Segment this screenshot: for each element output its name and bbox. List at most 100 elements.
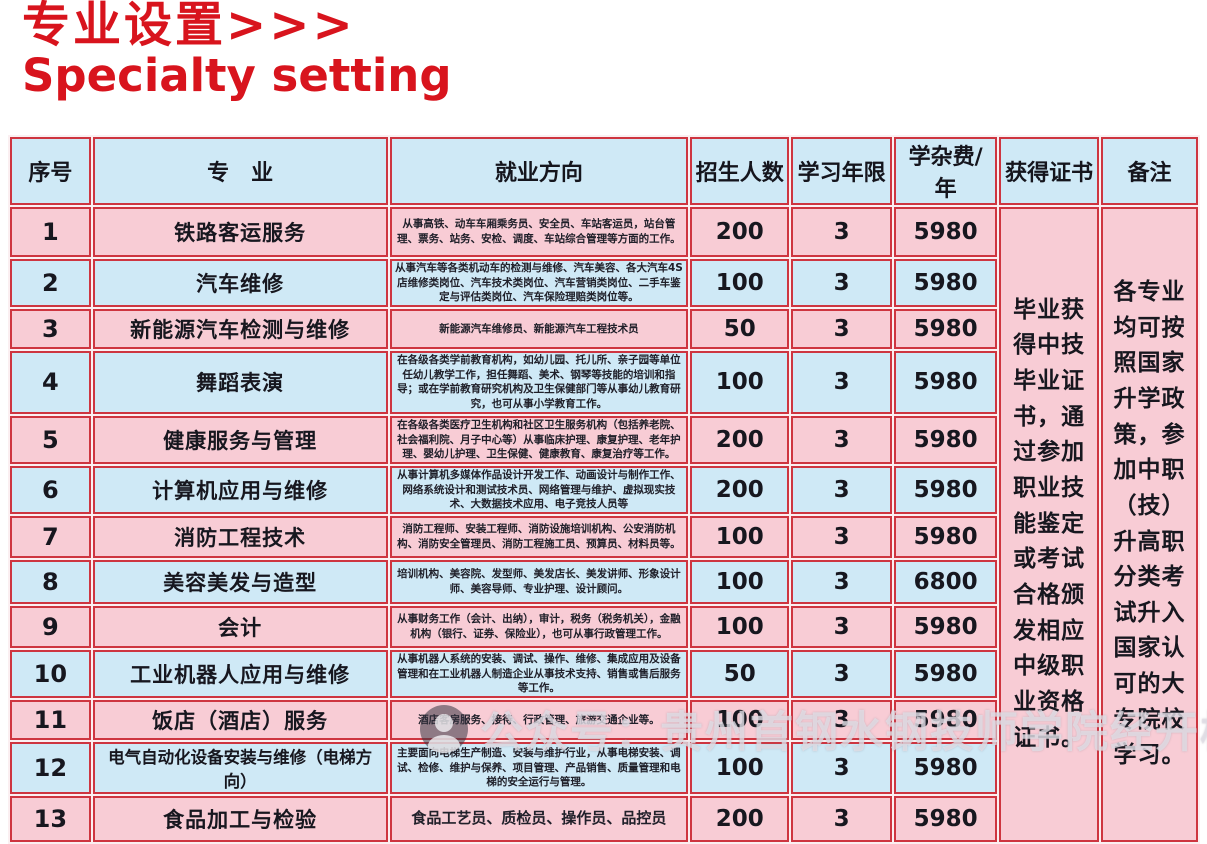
row-enrollment: 100 bbox=[690, 742, 790, 794]
row-enrollment: 200 bbox=[690, 796, 790, 842]
row-enrollment: 100 bbox=[690, 700, 790, 740]
row-jobs: 酒店客房服务、接待、行政管理、旅游交通企业等。 bbox=[389, 700, 689, 740]
row-seq: 13 bbox=[10, 796, 91, 842]
table-row: 6 计算机应用与维修 从事计算机多媒体作品设计开发工作、动画设计与制作工作、网络… bbox=[10, 465, 1198, 514]
row-seq: 9 bbox=[10, 605, 91, 648]
row-major: 美容美发与造型 bbox=[92, 559, 388, 604]
row-years: 3 bbox=[791, 515, 893, 558]
table-row: 4 舞蹈表演 在各级各类学前教育机构，如幼儿园、托儿所、亲子园等单位任幼儿教学工… bbox=[10, 351, 1198, 414]
header-major: 专 业 bbox=[92, 137, 388, 205]
row-enrollment: 100 bbox=[690, 559, 790, 604]
row-fee: 5980 bbox=[894, 700, 998, 740]
row-major: 会计 bbox=[92, 605, 388, 648]
row-enrollment: 200 bbox=[690, 465, 790, 514]
row-fee: 5980 bbox=[894, 515, 998, 558]
row-jobs: 食品工艺员、质检员、操作员、品控员 bbox=[389, 796, 689, 842]
row-major: 消防工程技术 bbox=[92, 515, 388, 558]
row-fee: 5980 bbox=[894, 649, 998, 698]
row-jobs: 培训机构、美容院、发型师、美发店长、美发讲师、形象设计师、美容导师、专业护理、设… bbox=[389, 559, 689, 604]
row-jobs: 新能源汽车维修员、新能源汽车工程技术员 bbox=[389, 309, 689, 350]
row-seq: 3 bbox=[10, 309, 91, 350]
row-seq: 2 bbox=[10, 259, 91, 308]
row-years: 3 bbox=[791, 309, 893, 350]
row-years: 3 bbox=[791, 351, 893, 414]
row-fee: 5980 bbox=[894, 259, 998, 308]
table-row: 8 美容美发与造型 培训机构、美容院、发型师、美发店长、美发讲师、形象设计师、美… bbox=[10, 559, 1198, 604]
row-major: 新能源汽车检测与维修 bbox=[92, 309, 388, 350]
row-years: 3 bbox=[791, 559, 893, 604]
header-fee: 学杂费/年 bbox=[894, 137, 998, 205]
row-years: 3 bbox=[791, 700, 893, 740]
table-row: 1 铁路客运服务 从事高铁、动车车厢乘务员、安全员、车站客运员，站台管理、票务、… bbox=[10, 207, 1198, 842]
row-major: 工业机器人应用与维修 bbox=[92, 649, 388, 698]
header-seq: 序号 bbox=[10, 137, 91, 205]
row-enrollment: 50 bbox=[690, 309, 790, 350]
row-years: 3 bbox=[791, 605, 893, 648]
row-major: 饭店（酒店）服务 bbox=[92, 700, 388, 740]
row-seq: 11 bbox=[10, 700, 91, 740]
header-note: 备注 bbox=[1101, 137, 1198, 205]
table-row: 5 健康服务与管理 在各级各类医疗卫生机构和社区卫生服务机构（包括养老院、社会福… bbox=[10, 415, 1198, 464]
row-jobs: 消防工程师、安装工程师、消防设施培训机构、公安消防机构、消防安全管理员、消防工程… bbox=[389, 515, 689, 558]
row-major: 食品加工与检验 bbox=[92, 796, 388, 842]
table-row: 3 新能源汽车检测与维修 新能源汽车维修员、新能源汽车工程技术员 50 3 59… bbox=[10, 309, 1198, 350]
row-jobs: 从事财务工作（会计、出纳），审计，税务（税务机关），金融机构（银行、证券、保险业… bbox=[389, 605, 689, 648]
row-fee: 5980 bbox=[894, 465, 998, 514]
page-title-block: 专业设置>>> Specialty setting bbox=[22, 0, 452, 100]
row-seq: 7 bbox=[10, 515, 91, 558]
certificate-merged-cell: 毕业获得中技毕业证书，通过参加职业技能鉴定或考试合格颁发相应中级职业资格证书。 bbox=[999, 207, 1100, 842]
row-years: 3 bbox=[791, 207, 893, 257]
row-jobs: 从事高铁、动车车厢乘务员、安全员、车站客运员，站台管理、票务、站务、安检、调度、… bbox=[389, 207, 689, 257]
row-enrollment: 100 bbox=[690, 351, 790, 414]
row-enrollment: 200 bbox=[690, 415, 790, 464]
header-certificate: 获得证书 bbox=[999, 137, 1100, 205]
row-fee: 5980 bbox=[894, 605, 998, 648]
table-header-row: 序号 专 业 就业方向 招生人数 学习年限 学杂费/年 获得证书 备注 bbox=[10, 137, 1198, 205]
row-jobs: 主要面向电梯生产制造、安装与维护行业，从事电梯安装、调试、检修、维护与保养、项目… bbox=[389, 742, 689, 794]
row-seq: 6 bbox=[10, 465, 91, 514]
row-major: 舞蹈表演 bbox=[92, 351, 388, 414]
row-enrollment: 100 bbox=[690, 515, 790, 558]
row-enrollment: 100 bbox=[690, 259, 790, 308]
row-enrollment: 100 bbox=[690, 605, 790, 648]
row-years: 3 bbox=[791, 465, 893, 514]
row-seq: 4 bbox=[10, 351, 91, 414]
row-seq: 8 bbox=[10, 559, 91, 604]
row-jobs: 从事机器人系统的安装、调试、操作、维修、集成应用及设备管理和在工业机器人制造企业… bbox=[389, 649, 689, 698]
row-fee: 5980 bbox=[894, 415, 998, 464]
row-fee: 5980 bbox=[894, 351, 998, 414]
row-years: 3 bbox=[791, 742, 893, 794]
table-row: 9 会计 从事财务工作（会计、出纳），审计，税务（税务机关），金融机构（银行、证… bbox=[10, 605, 1198, 648]
row-fee: 5980 bbox=[894, 309, 998, 350]
row-jobs: 从事计算机多媒体作品设计开发工作、动画设计与制作工作、网络系统设计和测试技术员、… bbox=[389, 465, 689, 514]
row-major: 计算机应用与维修 bbox=[92, 465, 388, 514]
note-merged-cell: 各专业均可按照国家升学政策，参加中职（技）升高职分类考试升入国家认可的大专院校学… bbox=[1101, 207, 1198, 842]
row-seq: 5 bbox=[10, 415, 91, 464]
row-jobs: 在各级各类医疗卫生机构和社区卫生服务机构（包括养老院、社会福利院、月子中心等）从… bbox=[389, 415, 689, 464]
row-enrollment: 200 bbox=[690, 207, 790, 257]
table-row: 12 电气自动化设备安装与维修（电梯方向） 主要面向电梯生产制造、安装与维护行业… bbox=[10, 742, 1198, 794]
page-title-chinese: 专业设置>>> bbox=[22, 0, 356, 53]
row-fee: 6800 bbox=[894, 559, 998, 604]
row-fee: 5980 bbox=[894, 796, 998, 842]
table-row: 2 汽车维修 从事汽车等各类机动车的检测与维修、汽车美容、各大汽车4S店维修类岗… bbox=[10, 259, 1198, 308]
row-enrollment: 50 bbox=[690, 649, 790, 698]
header-enrollment: 招生人数 bbox=[690, 137, 790, 205]
table-row: 10 工业机器人应用与维修 从事机器人系统的安装、调试、操作、维修、集成应用及设… bbox=[10, 649, 1198, 698]
row-fee: 5980 bbox=[894, 742, 998, 794]
row-jobs: 从事汽车等各类机动车的检测与维修、汽车美容、各大汽车4S店维修类岗位、汽车技术类… bbox=[389, 259, 689, 308]
row-years: 3 bbox=[791, 415, 893, 464]
row-fee: 5980 bbox=[894, 207, 998, 257]
row-major: 汽车维修 bbox=[92, 259, 388, 308]
specialty-table: 序号 专 业 就业方向 招生人数 学习年限 学杂费/年 获得证书 备注 1 铁路… bbox=[8, 135, 1200, 844]
row-seq: 12 bbox=[10, 742, 91, 794]
table-row: 7 消防工程技术 消防工程师、安装工程师、消防设施培训机构、公安消防机构、消防安… bbox=[10, 515, 1198, 558]
row-major: 铁路客运服务 bbox=[92, 207, 388, 257]
row-years: 3 bbox=[791, 649, 893, 698]
header-years: 学习年限 bbox=[791, 137, 893, 205]
row-major: 健康服务与管理 bbox=[92, 415, 388, 464]
row-seq: 10 bbox=[10, 649, 91, 698]
row-years: 3 bbox=[791, 259, 893, 308]
row-jobs: 在各级各类学前教育机构，如幼儿园、托儿所、亲子园等单位任幼儿教学工作，担任舞蹈、… bbox=[389, 351, 689, 414]
header-jobs: 就业方向 bbox=[389, 137, 689, 205]
